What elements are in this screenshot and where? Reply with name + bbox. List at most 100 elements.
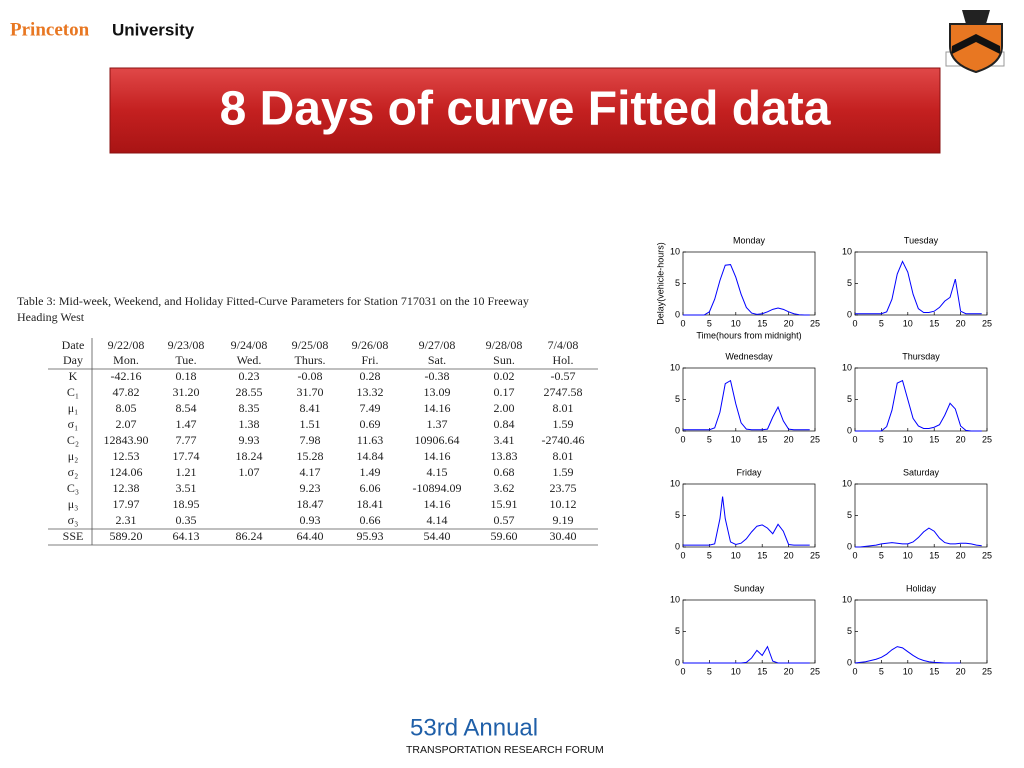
table-cell: 8.41	[300, 401, 321, 415]
chart-title: Friday	[736, 467, 762, 477]
brand-second: University	[112, 20, 195, 39]
table-cell: Mon.	[113, 353, 139, 367]
y-tick-label: 5	[675, 394, 680, 404]
table-cell: 86.24	[236, 529, 263, 543]
table-cell: 9/24/08	[231, 338, 268, 352]
table-cell: 7/4/08	[548, 338, 579, 352]
slide-title: 8 Days of curve Fitted data	[220, 83, 831, 136]
table-cell: 13.32	[357, 385, 384, 399]
x-tick-label: 10	[903, 434, 913, 444]
table-cell: 1.07	[239, 465, 260, 479]
x-tick-label: 15	[757, 318, 767, 328]
table-cell: 10.12	[550, 497, 577, 511]
table-cell: 0.66	[360, 513, 381, 527]
table-cell: 14.16	[424, 497, 451, 511]
x-tick-label: 0	[680, 434, 685, 444]
table-cell: 4.14	[427, 513, 448, 527]
x-tick-label: 5	[879, 434, 884, 444]
x-tick-label: 10	[903, 550, 913, 560]
table-cell: 15.28	[297, 449, 324, 463]
table-cell: Wed.	[237, 353, 262, 367]
x-tick-label: 15	[929, 318, 939, 328]
table-cell: 0.17	[494, 385, 515, 399]
row-label: Date	[62, 338, 85, 352]
x-tick-label: 5	[707, 666, 712, 676]
y-tick-label: 5	[675, 278, 680, 288]
plot-frame	[682, 483, 816, 548]
table-cell: 6.06	[360, 481, 381, 495]
table-cell: -42.16	[111, 369, 142, 383]
plot-frame	[854, 251, 988, 316]
x-tick-label: 25	[982, 318, 992, 328]
y-tick-label: 0	[675, 425, 680, 435]
table-cell: 2.31	[116, 513, 137, 527]
table-cell: 59.60	[491, 529, 518, 543]
plot-frame	[854, 483, 988, 548]
x-tick-label: 10	[903, 318, 913, 328]
x-tick-label: 20	[956, 550, 966, 560]
y-tick-label: 0	[847, 309, 852, 319]
plot-frame	[682, 599, 816, 664]
x-tick-label: 20	[784, 434, 794, 444]
y-axis-label: Delay(vehicle-hours)	[655, 242, 665, 325]
table-cell: 12843.90	[104, 433, 149, 447]
table-cell: 17.74	[173, 449, 200, 463]
plot-frame	[854, 367, 988, 432]
curve	[854, 646, 961, 664]
table-cell: Sun.	[493, 353, 515, 367]
x-tick-label: 15	[929, 550, 939, 560]
row-label: σ₃	[68, 513, 79, 527]
table-cell: 28.55	[236, 385, 263, 399]
table-cell: 2.07	[116, 417, 137, 431]
x-tick-label: 0	[680, 318, 685, 328]
table-cell: 9/22/08	[108, 338, 145, 352]
table-cell: 7.77	[176, 433, 197, 447]
y-tick-label: 10	[842, 594, 852, 604]
x-tick-label: 5	[707, 434, 712, 444]
curve	[855, 527, 982, 548]
table-cell: 1.59	[553, 465, 574, 479]
x-tick-label: 10	[731, 434, 741, 444]
row-label: C₃	[67, 481, 79, 495]
x-tick-label: 25	[810, 666, 820, 676]
table-cell: 18.95	[173, 497, 200, 511]
table-cell: 0.28	[360, 369, 381, 383]
chart-title: Saturday	[903, 467, 940, 477]
x-tick-label: 25	[810, 550, 820, 560]
x-tick-label: 25	[982, 666, 992, 676]
footer-annual: 53rd Annual	[410, 714, 538, 741]
table-cell: 8.01	[553, 401, 574, 415]
table-cell: 17.97	[113, 497, 140, 511]
table-cell: Thurs.	[295, 353, 326, 367]
curve	[683, 379, 810, 431]
chart-title: Wednesday	[725, 351, 773, 361]
y-tick-label: 10	[670, 246, 680, 256]
table-cell: 0.35	[176, 513, 197, 527]
table-cell: 13.83	[491, 449, 518, 463]
x-axis-label: Time(hours from midnight)	[696, 330, 801, 340]
y-tick-label: 5	[675, 510, 680, 520]
y-tick-label: 0	[847, 425, 852, 435]
y-tick-label: 10	[842, 478, 852, 488]
y-tick-label: 5	[847, 394, 852, 404]
table-cell: 12.53	[113, 449, 140, 463]
x-tick-label: 10	[731, 318, 741, 328]
table-cell: -0.57	[551, 369, 576, 383]
table-cell: 10906.64	[415, 433, 460, 447]
chart-title: Tuesday	[904, 235, 939, 245]
brand-first: Princeton	[10, 19, 90, 40]
table-caption: Heading West	[17, 310, 85, 324]
x-tick-label: 5	[879, 666, 884, 676]
table-cell: 0.23	[239, 369, 260, 383]
table-cell: 1.38	[239, 417, 260, 431]
x-tick-label: 0	[852, 434, 857, 444]
table-cell: 3.51	[176, 481, 197, 495]
table-cell: 0.02	[494, 369, 515, 383]
table-cell: 18.41	[357, 497, 384, 511]
x-tick-label: 20	[784, 318, 794, 328]
curve	[683, 496, 810, 546]
table-cell: 2.00	[494, 401, 515, 415]
table-cell: 15.91	[491, 497, 518, 511]
x-tick-label: 10	[731, 550, 741, 560]
